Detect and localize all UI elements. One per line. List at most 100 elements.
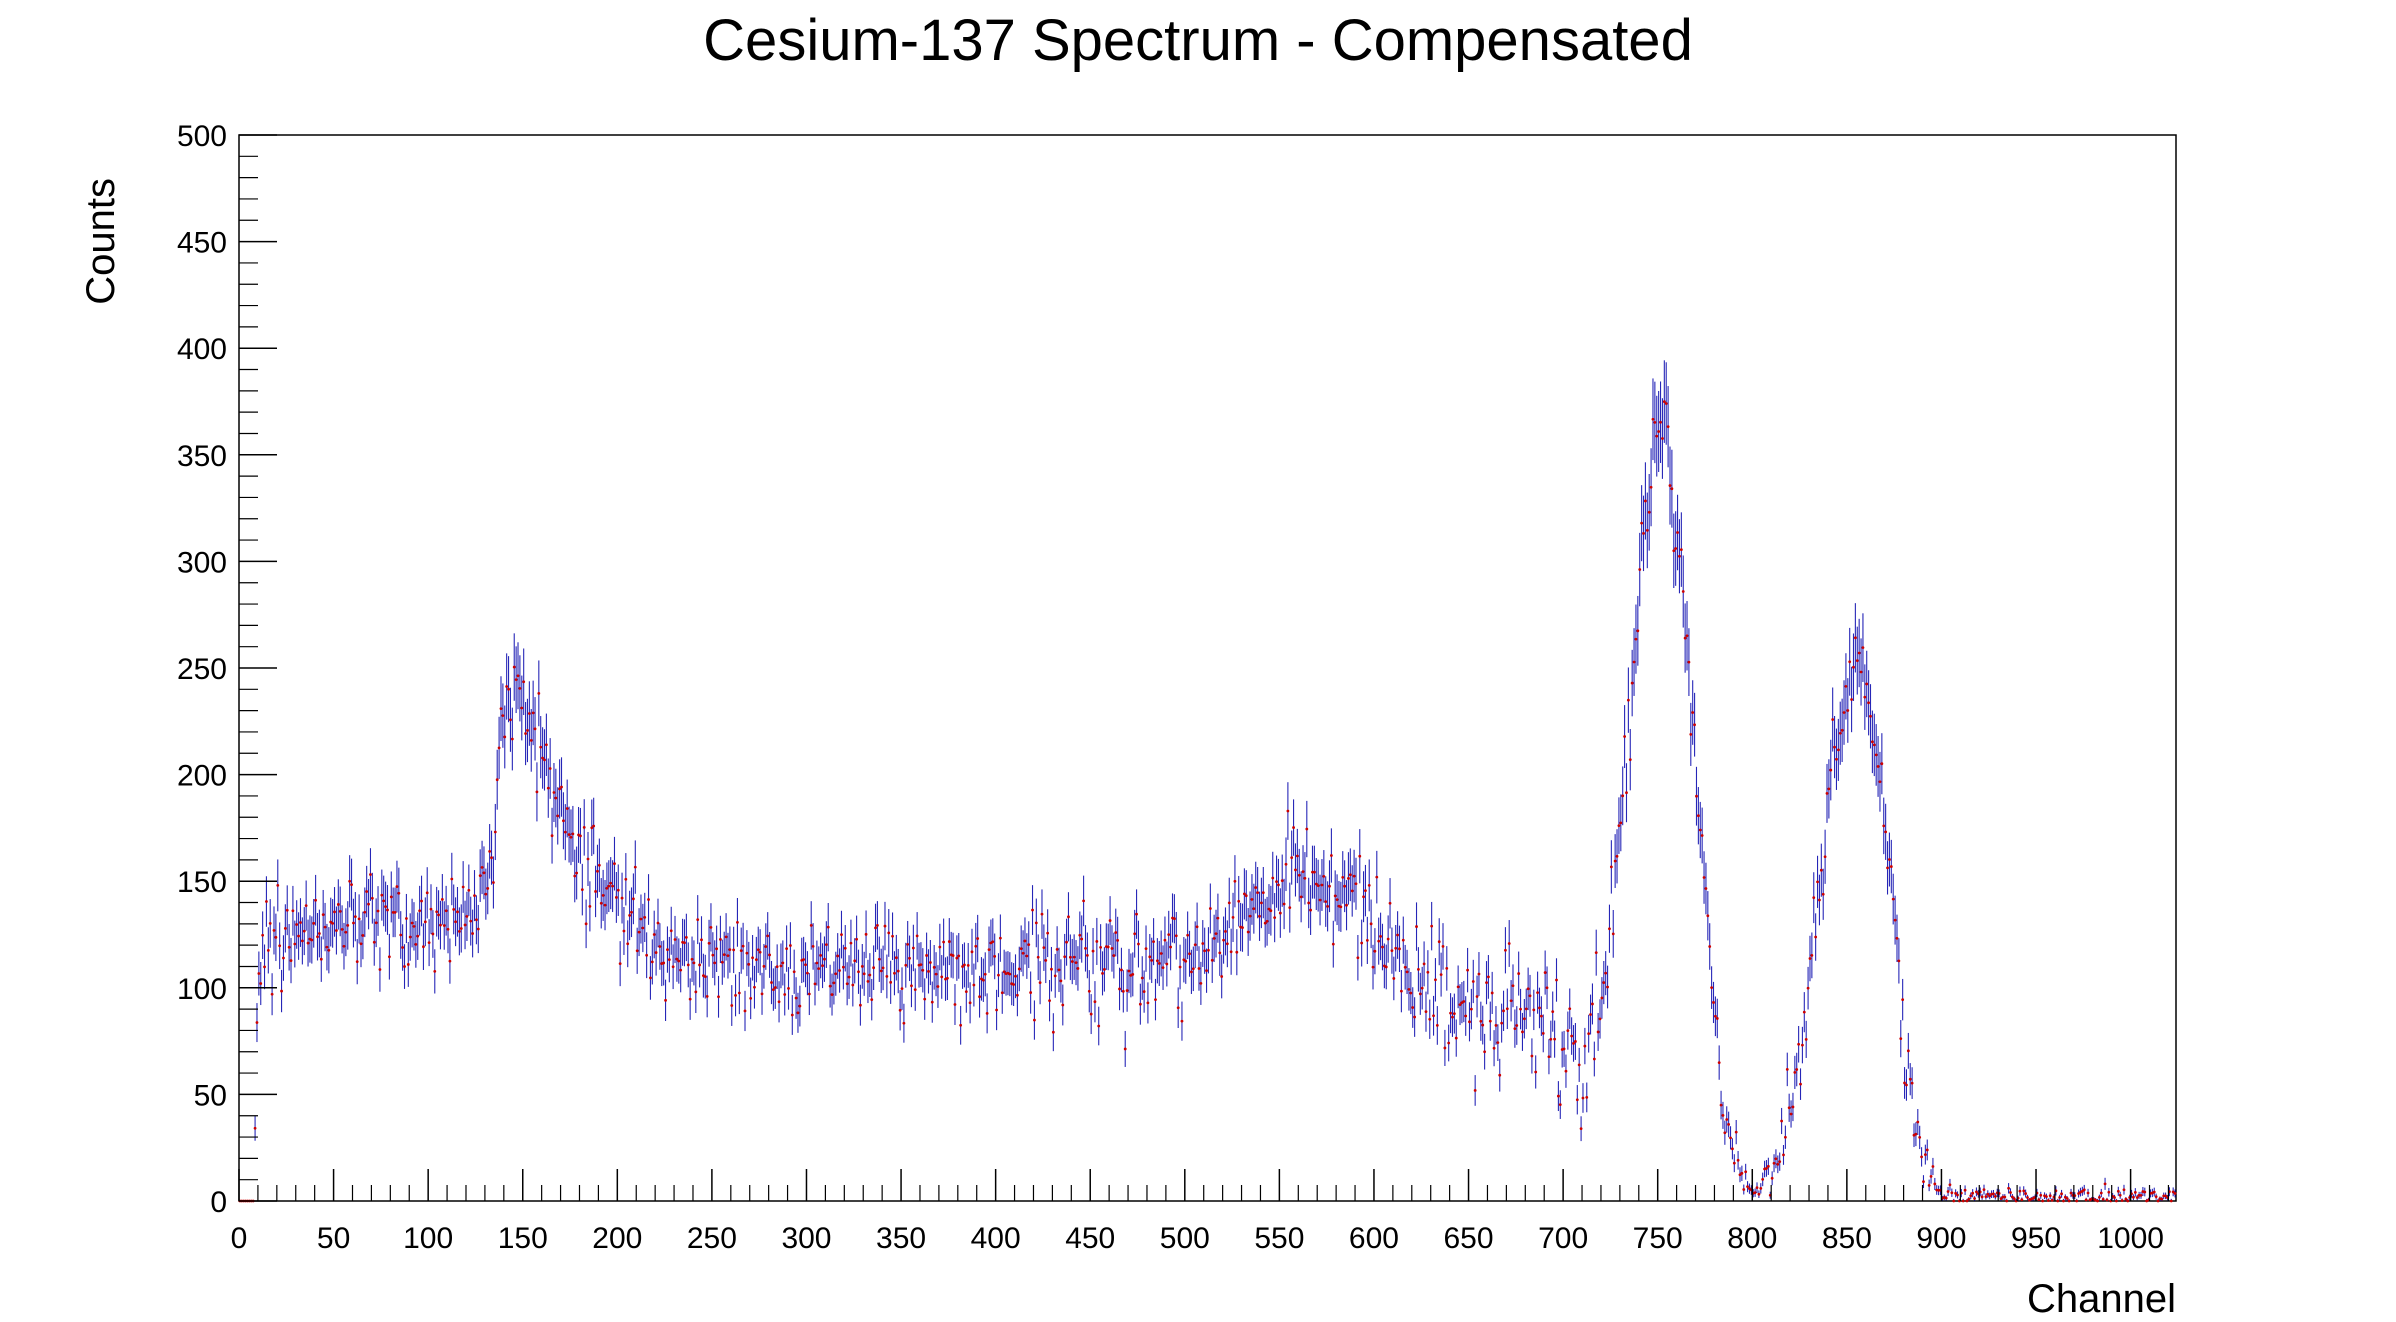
data-point (1893, 918, 1897, 922)
data-point (1447, 1041, 1451, 1045)
data-point (2039, 1193, 2043, 1197)
data-point (461, 885, 465, 889)
data-point (272, 929, 276, 932)
data-point (2139, 1193, 2143, 1197)
data-point (976, 937, 980, 940)
data-point (1388, 901, 1392, 905)
data-point (333, 910, 336, 914)
data-point (1696, 814, 1700, 818)
data-point (484, 892, 488, 896)
data-point (770, 981, 773, 984)
data-point (1547, 1055, 1551, 1059)
data-point (1025, 954, 1029, 958)
data-point (1110, 947, 1114, 950)
data-point (588, 904, 592, 908)
data-point (1579, 1127, 1583, 1131)
data-point (1819, 868, 1823, 872)
data-point (946, 976, 949, 980)
data-point (1422, 962, 1426, 966)
data-point (1326, 904, 1330, 908)
data-point (2080, 1189, 2084, 1193)
data-point (1284, 862, 1288, 866)
data-point (1789, 1112, 1793, 1116)
data-point (983, 972, 987, 976)
data-point (1295, 854, 1299, 858)
x-tick-label: 300 (781, 1222, 831, 1255)
data-point (355, 960, 359, 964)
data-point (389, 895, 393, 899)
data-point (1581, 1096, 1585, 1100)
data-point (1252, 907, 1256, 911)
data-point (512, 665, 516, 669)
data-point (1706, 914, 1710, 918)
data-point (667, 958, 671, 962)
data-point (1598, 1017, 1602, 1021)
data-point (384, 905, 387, 909)
data-point (1254, 886, 1258, 889)
data-point (1992, 1192, 1995, 1196)
data-point (1074, 961, 1078, 964)
data-point (1347, 877, 1350, 880)
data-point (694, 990, 698, 994)
data-point (607, 884, 611, 888)
data-point (357, 917, 361, 921)
data-point (947, 940, 951, 943)
data-point (1207, 948, 1210, 952)
data-point (493, 830, 497, 834)
data-point (1144, 947, 1148, 951)
data-point (1396, 933, 1400, 937)
data-point (1897, 959, 1901, 963)
data-point (1543, 971, 1547, 974)
data-point (1235, 950, 1239, 954)
data-point (486, 887, 490, 890)
data-point (1655, 434, 1659, 438)
data-point (1299, 895, 1303, 899)
data-point (860, 964, 864, 968)
data-point (781, 961, 785, 965)
data-point (558, 787, 562, 791)
data-point (2096, 1199, 2099, 1203)
data-point (616, 888, 620, 892)
data-point (1973, 1197, 1976, 1200)
data-point (898, 1008, 902, 1012)
data-point (881, 966, 885, 970)
data-point (1504, 948, 1507, 952)
data-point (1430, 924, 1434, 928)
data-point (2065, 1197, 2069, 1200)
data-point (2056, 1199, 2060, 1203)
data-point (1742, 1188, 1746, 1191)
data-point (1609, 865, 1613, 869)
data-point (1836, 748, 1840, 752)
data-point (414, 942, 418, 946)
data-markers (238, 400, 2177, 1203)
data-point (397, 891, 401, 895)
data-point (1356, 956, 1360, 960)
data-point (1163, 938, 1167, 942)
data-point (2041, 1199, 2045, 1203)
data-point (1999, 1197, 2003, 1201)
data-point (1507, 942, 1511, 945)
data-point (1704, 887, 1708, 890)
data-point (338, 909, 342, 913)
data-point (641, 926, 645, 930)
data-point (1948, 1183, 1952, 1187)
data-point (1312, 870, 1316, 874)
data-point (643, 916, 647, 919)
data-point (1901, 998, 1905, 1002)
data-point (779, 964, 783, 968)
data-point (1691, 711, 1695, 714)
data-point (953, 1003, 957, 1006)
data-point (1927, 1183, 1931, 1187)
data-point (1248, 914, 1252, 918)
data-point (270, 992, 274, 996)
x-tick-label: 350 (876, 1222, 926, 1255)
data-point (1931, 1165, 1935, 1168)
data-point (1050, 967, 1053, 971)
data-point (1140, 976, 1144, 980)
data-point (717, 995, 720, 999)
data-point (1526, 987, 1530, 991)
data-point (501, 714, 505, 718)
x-tick-label: 1000 (2097, 1222, 2164, 1255)
data-point (751, 956, 754, 960)
data-point (737, 991, 741, 995)
